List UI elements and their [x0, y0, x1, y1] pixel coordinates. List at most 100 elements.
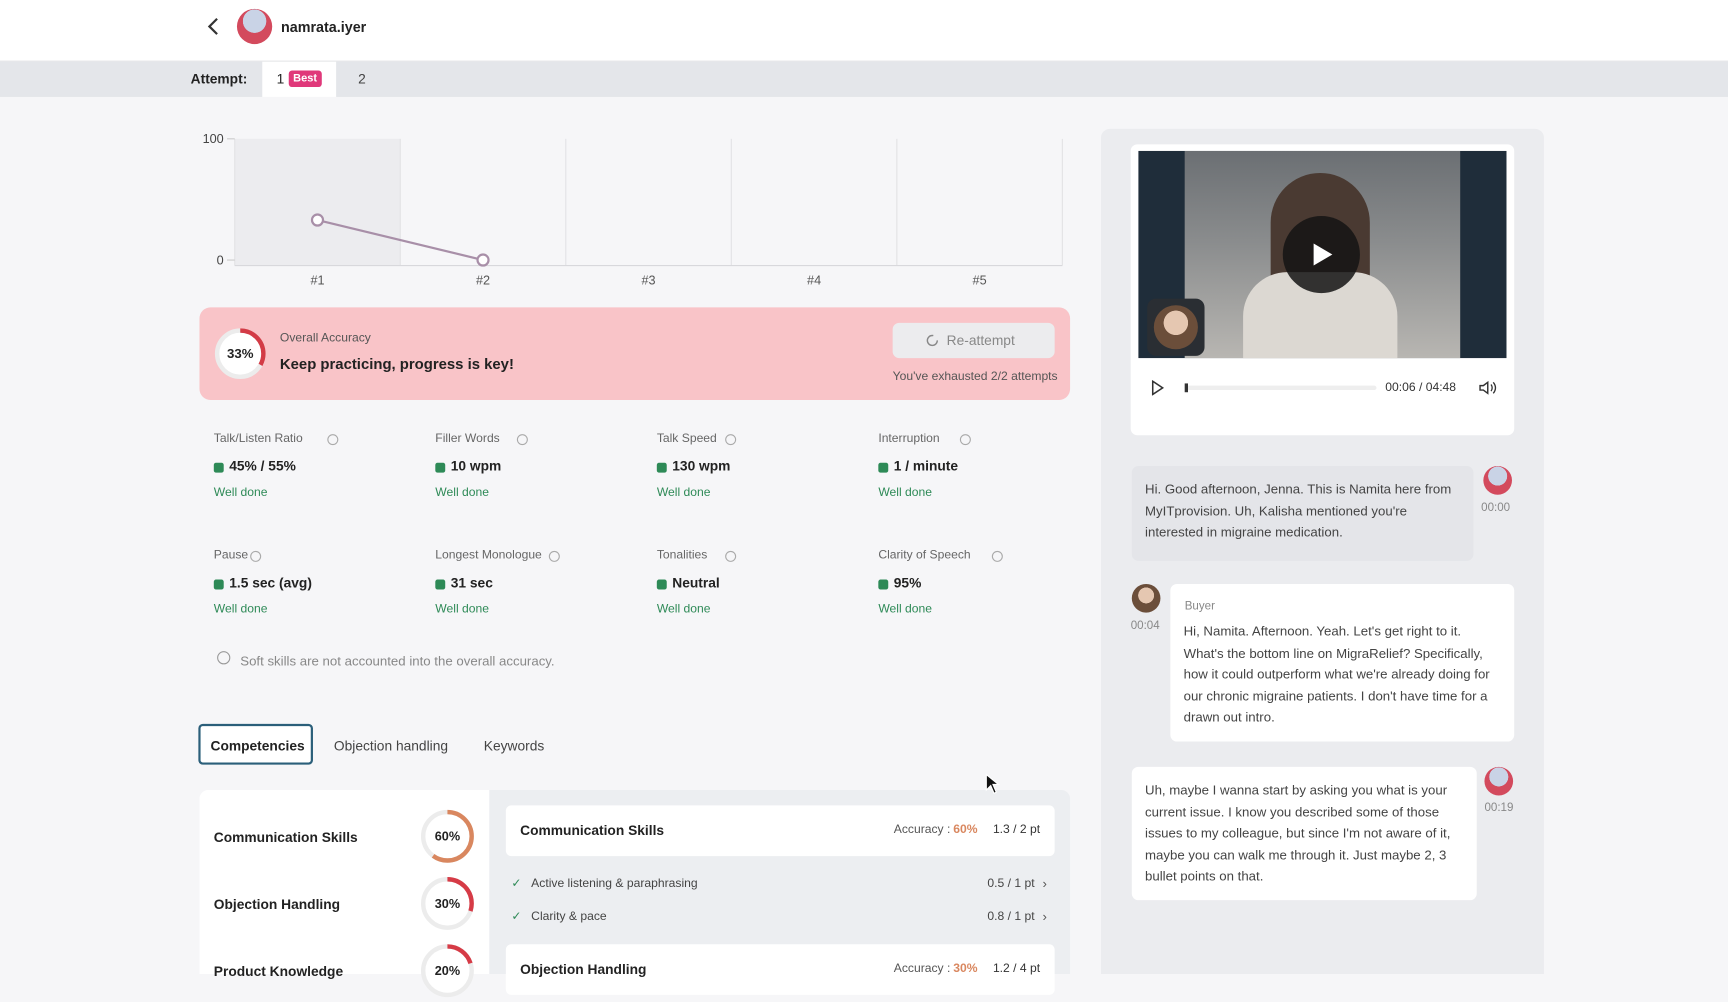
info-icon	[326, 434, 338, 446]
play-button[interactable]	[1149, 380, 1165, 396]
soft-skills-note: Soft skills are not accounted into the o…	[240, 653, 555, 669]
progress-thumb[interactable]	[1184, 383, 1188, 393]
metric-label: Tonalities	[656, 548, 708, 562]
thumb-icon	[878, 579, 889, 590]
tab[interactable]: Objection handling	[333, 738, 449, 754]
ring-value	[420, 877, 474, 930]
metric-value: Neutral	[672, 575, 720, 591]
metric-value: 1 / minute	[893, 458, 959, 474]
accuracy-title: Overall Accuracy	[279, 331, 371, 345]
thumb-icon	[656, 579, 667, 590]
user-avatar	[236, 8, 273, 45]
message-time: 00:00	[1481, 501, 1511, 515]
detail-accuracy-label: Accuracy :	[893, 961, 951, 976]
detail-title: Objection Handling	[520, 961, 647, 978]
speaker-name: Buyer	[1184, 599, 1215, 613]
x-tick-label: #5	[973, 273, 987, 287]
self-avatar	[1153, 305, 1198, 350]
metric-status: Well done	[656, 602, 711, 616]
message-bubble: Uh, maybe I wanna start by asking you wh…	[1131, 766, 1477, 901]
message-time: 00:19	[1484, 801, 1514, 815]
buyer-avatar	[1131, 583, 1161, 613]
info-icon	[991, 550, 1003, 562]
info-icon	[548, 550, 560, 562]
ring-value	[214, 328, 266, 380]
competency-name: Communication Skills	[213, 829, 358, 846]
thumb-icon	[213, 579, 224, 590]
tab[interactable]: Competencies	[210, 738, 305, 754]
reattempt-button[interactable]	[892, 322, 1055, 359]
highlight-band	[234, 138, 401, 266]
chevron: ›	[1042, 875, 1047, 892]
video-time: 00:06 / 04:48	[1385, 381, 1457, 395]
ring-value	[420, 944, 474, 998]
metric-label: Talk Speed	[656, 431, 717, 446]
item-name: Clarity & pace	[531, 910, 607, 924]
metric-value: 10 wpm	[450, 458, 502, 474]
reattempt-label[interactable]: Re-attempt	[946, 332, 1015, 349]
message-text: Uh, maybe I wanna start by asking you wh…	[1145, 782, 1451, 884]
detail-accuracy: 30%	[953, 961, 978, 976]
x-tick-label: #1	[310, 273, 324, 287]
x-tick-label: #2	[476, 273, 490, 287]
message-bubble: Hi. Good afternoon, Jenna. This is Namit…	[1131, 466, 1474, 561]
item-name: Active listening & paraphrasing	[531, 877, 698, 891]
info-icon	[725, 434, 737, 446]
attempt-tab[interactable]: 1	[276, 71, 285, 88]
thumb-icon	[656, 462, 667, 473]
metric-value: 130 wpm	[672, 458, 731, 474]
attempt-tab[interactable]: 2	[358, 71, 366, 88]
header	[0, 0, 1728, 62]
play-icon	[1313, 243, 1333, 266]
back-button[interactable]	[203, 15, 225, 37]
thumb-icon	[878, 462, 889, 473]
competency-name: Objection Handling	[213, 896, 341, 913]
tab-active[interactable]	[198, 723, 313, 765]
metric-status: Well done	[878, 602, 933, 616]
accuracy-message: Keep practicing, progress is key!	[279, 355, 514, 373]
competency-ring: 20%	[420, 944, 474, 998]
accuracy-ring: 33%	[214, 328, 266, 380]
message-bubble: Hi, Namita. Afternoon. Yeah. Let's get r…	[1170, 583, 1515, 742]
ring-label: 33%	[227, 346, 254, 361]
refresh-icon	[926, 334, 939, 347]
message-time: 00:04	[1130, 619, 1160, 633]
detail-accuracy: 60%	[953, 823, 978, 837]
video-player[interactable]	[1138, 150, 1507, 359]
x-tick-label: #3	[642, 273, 656, 287]
ring-label: 30%	[435, 897, 460, 911]
detail-accuracy-label: Accuracy :	[893, 823, 951, 837]
detail-points: 1.3 / 2 pt	[992, 823, 1041, 837]
metric-value: 31 sec	[450, 575, 493, 591]
detail-title: Communication Skills	[520, 823, 665, 839]
metric-status: Well done	[878, 485, 933, 500]
metric-label: Clarity of Speech	[878, 548, 971, 562]
metric-status: Well done	[213, 602, 268, 616]
ring-value	[420, 809, 474, 863]
detail-card	[505, 805, 1055, 857]
x-tick-label: #4	[807, 273, 821, 287]
progress-track[interactable]	[1184, 385, 1377, 391]
point	[476, 253, 490, 267]
competency-name: Product Knowledge	[213, 964, 344, 980]
line	[317, 218, 484, 262]
metric-value: 45% / 55%	[229, 458, 296, 474]
metric-label: Pause	[213, 548, 249, 562]
y-tick-label: 0	[217, 253, 224, 267]
cursor	[985, 773, 1000, 795]
tab[interactable]: Keywords	[483, 738, 545, 754]
best-badge: Best	[288, 70, 322, 88]
rep-avatar	[1483, 466, 1512, 495]
competency-ring: 60%	[420, 809, 474, 863]
message-text: Hi, Namita. Afternoon. Yeah. Let's get r…	[1183, 623, 1490, 725]
metric-label: Interruption	[878, 431, 940, 446]
info-icon	[959, 434, 971, 446]
check-icon: ✓	[511, 877, 522, 891]
info-icon	[516, 434, 528, 446]
chevron: ›	[1042, 908, 1047, 925]
volume-button[interactable]	[1478, 380, 1498, 395]
attempt-chart: 0 100 #1 #2 #3 #4 #5	[203, 132, 1063, 287]
metric-label: Filler Words	[435, 431, 500, 446]
